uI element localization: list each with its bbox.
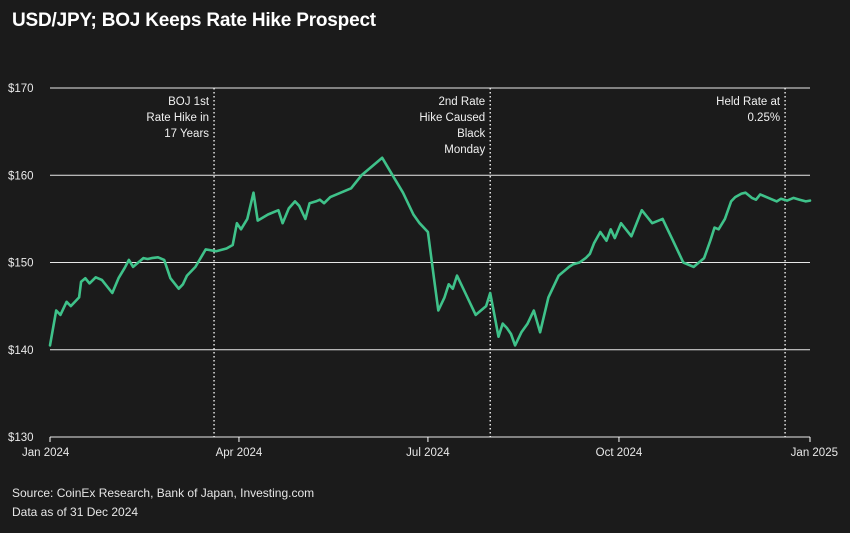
y-tick-label-170: $170 <box>8 83 34 95</box>
event-label-0-1: Rate Hike in <box>146 112 209 124</box>
event-label-1-1: Hike Caused <box>419 112 485 124</box>
x-axis-ticks: Jan 2024 Apr 2024 Jul 2024 Oct 2024 Jan 2025 <box>22 437 838 459</box>
event-label-1-2: Black <box>457 128 485 140</box>
source-note: Source: CoinEx Research, Bank of Japan, … <box>12 486 315 500</box>
event-label-2-1: 0.25% <box>747 112 780 124</box>
y-tick-label-150: $150 <box>8 258 34 270</box>
y-tick-label-130: $130 <box>8 432 34 444</box>
line-chart: BOJ 1st Rate Hike in 17 Years 2nd Rate Hike … <box>8 83 838 459</box>
data-as-of-note: Data as of 31 Dec 2024 <box>12 505 139 519</box>
x-tick-label-4: Jan 2025 <box>791 447 838 459</box>
x-tick-label-3: Oct 2024 <box>596 447 643 459</box>
x-tick-label-2: Jul 2024 <box>406 447 450 459</box>
annotations: BOJ 1st Rate Hike in 17 Years 2nd Rate Hike … <box>146 88 786 437</box>
y-tick-label-140: $140 <box>8 345 34 357</box>
event-label-1-0: 2nd Rate <box>439 96 486 108</box>
y-tick-label-160: $160 <box>8 170 34 182</box>
x-tick-label-1: Apr 2024 <box>216 447 263 459</box>
series-layer <box>48 156 812 347</box>
event-label-1-3: Monday <box>444 144 485 156</box>
y-axis-ticks: $130 $140 $150 $160 $170 <box>8 83 34 444</box>
event-label-0-2: 17 Years <box>164 128 209 140</box>
chart-title: USD/JPY; BOJ Keeps Rate Hike Prospect <box>12 10 376 31</box>
event-label-0-0: BOJ 1st <box>168 96 210 108</box>
series-line-usd-jpy <box>48 156 812 347</box>
x-tick-label-0: Jan 2024 <box>22 447 70 459</box>
event-label-2-0: Held Rate at <box>716 96 781 108</box>
